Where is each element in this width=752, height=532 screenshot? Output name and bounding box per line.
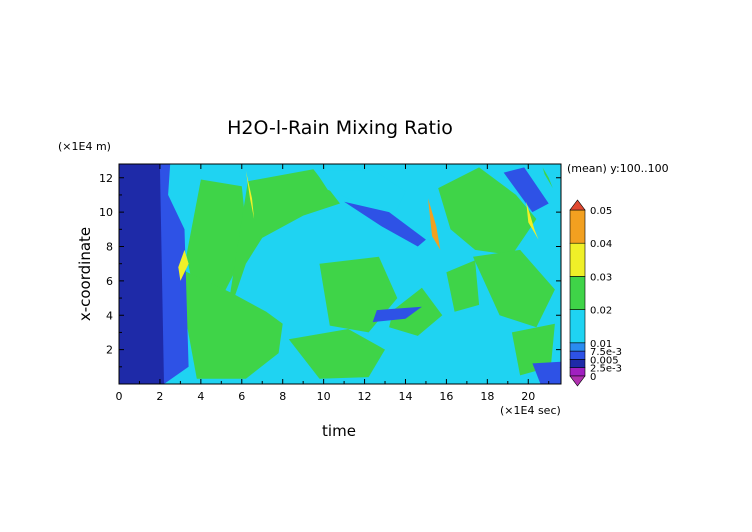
colorbar-bin (569, 276, 586, 310)
colorbar-label: 0.02 (590, 306, 612, 317)
heat-low-region-1 (119, 164, 164, 384)
x-tick-label: 2 (156, 390, 163, 403)
x-axis: 0 2 4 6 8 10 12 14 16 18 20 (116, 164, 550, 403)
y-tick-label: 2 (106, 344, 113, 357)
colorbar-label: 0.01 (590, 339, 612, 350)
heat-low-region-4 (372, 306, 422, 323)
colorbar-label: 2.5e-3 (590, 364, 622, 375)
colorbar-bin (569, 350, 586, 360)
x-axis-label: time (322, 422, 356, 440)
heat-region-1 (225, 169, 340, 324)
heat-region-3 (315, 170, 406, 213)
heat-low-region-3 (503, 167, 549, 213)
y-axis-label: x-coordinate (76, 227, 94, 321)
heat-low-region-5 (532, 361, 561, 384)
heat-peak-ridge-0 (245, 170, 255, 219)
colorbar-bin (569, 209, 586, 244)
heat-region-7 (438, 167, 537, 256)
x-tick-label: 12 (358, 390, 372, 403)
x-unit-label: (×1E4 sec) (500, 404, 561, 417)
x-tick-label: 16 (439, 390, 453, 403)
heat-region-2 (176, 267, 283, 379)
x-tick-label: 20 (521, 390, 535, 403)
heat-region-8 (473, 249, 555, 328)
plot-frame (118, 163, 562, 385)
x-tick-label: 4 (197, 390, 204, 403)
heat-peak-ridge-1 (178, 249, 189, 281)
heat-region-6 (288, 329, 385, 379)
heat-peak-ridge-4 (542, 167, 553, 189)
heat-peak-ridge-3 (526, 201, 539, 240)
colorbar-under-arrow (569, 375, 586, 387)
colorbar-label: 7.5e-3 (590, 347, 622, 358)
x-tick-label: 0 (116, 390, 123, 403)
x-tick-label: 14 (398, 390, 412, 403)
x-tick-label: 8 (279, 390, 286, 403)
y-axis: 2 4 6 8 10 12 (99, 172, 561, 368)
heat-peak-ridge-2 (428, 198, 441, 250)
colorbar-bin (569, 242, 586, 277)
colorbar-bin (569, 342, 586, 352)
y-tick-label: 12 (99, 172, 113, 185)
colorbar-label: 0 (590, 372, 596, 383)
y-tick-label: 4 (106, 309, 113, 322)
colorbar-bin (569, 309, 586, 344)
heat-region-5 (389, 287, 443, 336)
y-tick-label: 8 (106, 241, 113, 254)
colorbar-label: 0.05 (590, 206, 612, 217)
heat-region-0 (186, 179, 248, 307)
heat-region-9 (511, 323, 555, 376)
colorbar-over-arrow (569, 199, 586, 211)
x-tick-label: 6 (238, 390, 245, 403)
x-tick-label: 18 (480, 390, 494, 403)
colorbar-bin (569, 359, 586, 368)
y-tick-label: 6 (106, 275, 113, 288)
colorbar-label: 0.03 (590, 272, 612, 283)
heat-region-10 (446, 260, 480, 312)
y-unit-label: (×1E4 m) (58, 140, 111, 153)
colorbar-label: 0.04 (590, 239, 612, 250)
heatmap-field (119, 164, 561, 384)
y-tick-label: 10 (99, 206, 113, 219)
x-tick-label: 10 (317, 390, 331, 403)
colorbar-label: 0.005 (590, 355, 619, 366)
heat-low-region-2 (344, 201, 426, 247)
mean-annotation: (mean) y:100..100 (567, 162, 669, 175)
colorbar-bin (569, 367, 586, 377)
chart-title: H2O-l-Rain Mixing Ratio (227, 117, 453, 139)
